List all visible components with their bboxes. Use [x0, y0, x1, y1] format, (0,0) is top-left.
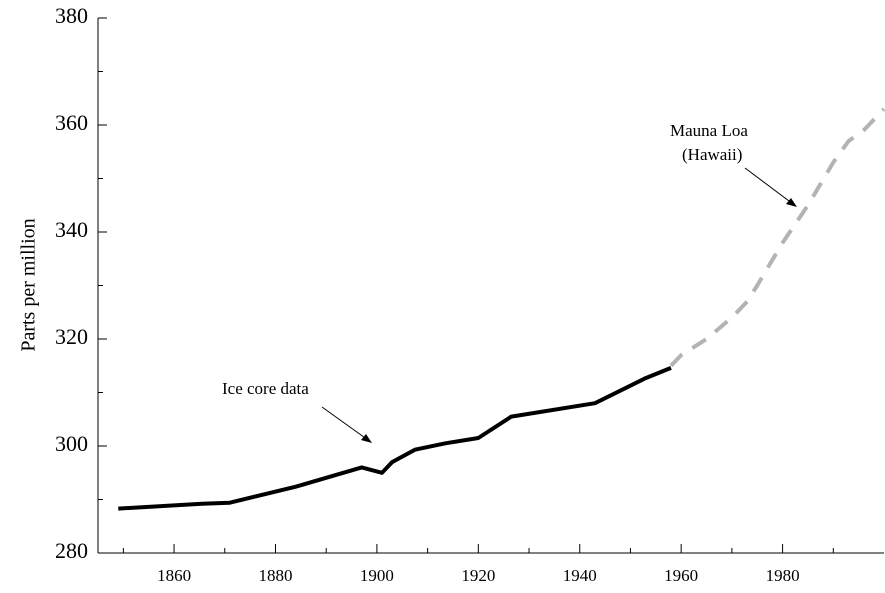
series-line: [669, 107, 885, 368]
arrow-head: [361, 434, 372, 443]
y-tick-label: 340: [55, 217, 88, 242]
y-tick-label: 320: [55, 324, 88, 349]
x-tick-label: 1940: [563, 566, 597, 585]
x-tick-label: 1920: [461, 566, 495, 585]
x-tick-label: 1960: [664, 566, 698, 585]
x-tick-label: 1900: [360, 566, 394, 585]
y-tick-label: 280: [55, 538, 88, 563]
x-tick-label: 1880: [258, 566, 292, 585]
y-axis-label: Parts per million: [18, 218, 40, 351]
arrow-line: [321, 406, 369, 441]
annotation: Ice core data: [222, 379, 309, 398]
arrow-head: [786, 198, 797, 207]
x-tick-label: 1980: [766, 566, 800, 585]
annotation: (Hawaii): [682, 145, 742, 164]
annotation: Mauna Loa: [670, 121, 748, 140]
y-tick-label: 380: [55, 3, 88, 28]
series-line: [118, 366, 672, 511]
arrow-line: [744, 167, 794, 205]
y-tick-label: 360: [55, 110, 88, 135]
x-tick-label: 1860: [157, 566, 191, 585]
y-tick-label: 300: [55, 431, 88, 456]
annotation-arrows: [321, 167, 797, 443]
